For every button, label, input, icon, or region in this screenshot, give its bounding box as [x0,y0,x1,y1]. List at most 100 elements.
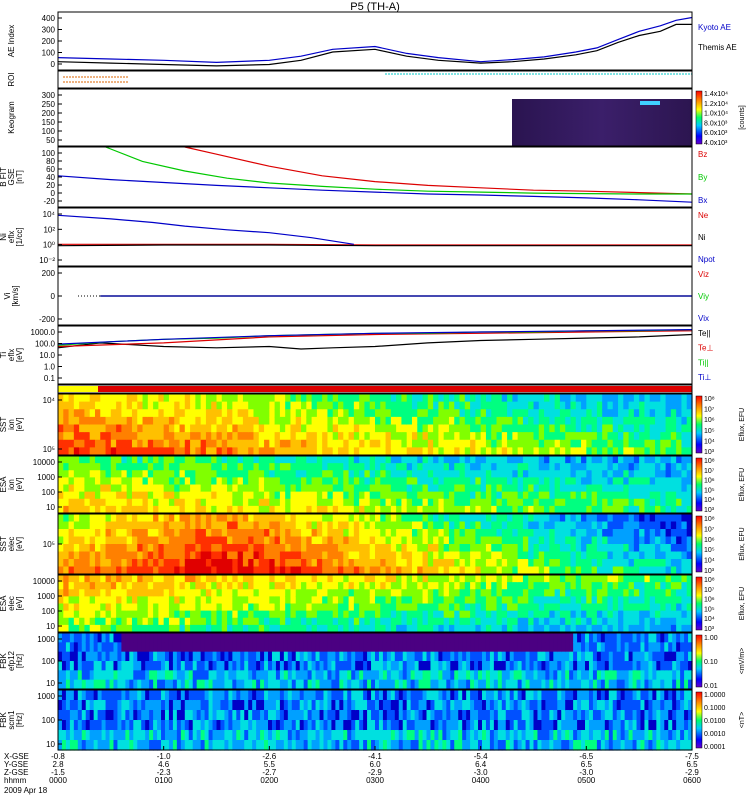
colorbar-tick-12-0: 0.01 [704,683,718,690]
ytick-3-3: 40 [46,173,55,182]
ytick-0-0: 0 [51,60,56,69]
x-row-label-y: Y-GSE [4,760,28,769]
series-line-6-3 [57,329,693,345]
ylabel-0-0: AE Index [7,25,16,57]
ylabel-9-0: ESA [0,476,8,493]
ytick-4-1: 10⁰ [43,241,55,250]
colorbar-tick-10-2: 10⁵ [704,547,715,554]
colorbar-13 [695,691,703,749]
ylabel-9-2: [eV] [15,477,24,491]
ytick-9-2: 1000 [37,473,55,482]
colorbar-tick-12-1: 0.10 [704,659,718,666]
ytick-0-3: 300 [42,26,56,35]
ylabel-13-1: scm1 [7,710,16,730]
xtick-y-2: 5.5 [264,760,276,769]
xtick-x-6: -7.5 [685,752,699,761]
ytick-11-1: 100 [42,607,56,616]
series-line-4-2 [57,214,354,245]
colorbar-11 [695,576,703,631]
colorbar-label-2: [counts] [739,105,746,130]
ylabel-12-0: FBK [0,653,8,669]
ylabel-11-2: [eV] [15,596,24,610]
colorbar-tick-9-1: 10⁴ [704,497,715,504]
x-row-label-x: X-GSE [4,752,29,761]
ytick-6-4: 1000.0 [31,328,56,337]
colorbar-9 [695,457,703,512]
series-line-0-0 [57,16,693,64]
panel-frame-1 [57,70,693,89]
colorbar-label-12: <mV/m> [739,648,746,674]
ylabel-4-1: eflx [7,231,16,243]
ytick-6-3: 100.0 [35,340,56,349]
chart-title: P5 (TH-A) [350,1,400,13]
panel-7 [57,384,693,394]
colorbar-2 [695,90,703,145]
xtick-x-1: -1.0 [157,752,171,761]
xtick-x-0: -0.8 [51,752,65,761]
panel-frame-2 [57,88,693,147]
colorbar-tick-11-5: 10⁸ [704,577,715,584]
xtick-x-4: -5.4 [474,752,488,761]
ylabel-12-2: [Hz] [15,654,24,668]
ylabel-6-2: [eV] [15,348,24,362]
ylabel-2-0: Keogram [7,101,16,134]
xtick-time-4: 0400 [472,776,490,785]
ylabel-8-2: [eV] [15,417,24,431]
colorbar-label-8: Eflux, EFU [739,408,746,441]
fbk-spectrum-13 [58,690,693,751]
ytick-9-1: 100 [42,488,56,497]
legend-4-1: Ni [698,233,706,242]
colorbar-tick-2-0: 4.0x10³ [704,140,728,147]
xtick-y-6: 6.5 [686,760,698,769]
ytick-2-4: 250 [42,100,56,109]
ytick-12-0: 10 [46,679,55,688]
ytick-0-4: 400 [42,14,56,23]
panel-0: Kyoto AE Themis AE AE Index 0 100 200 300 400 [7,11,737,71]
keogram-image [512,99,692,146]
colorbar-tick-2-2: 8.0x10³ [704,120,728,127]
legend-6-1: Te⊥ [698,344,713,353]
legend-3-2: Bx [698,196,707,205]
colorbar-tick-12-2: 1.00 [704,635,718,642]
series-line-6-0 [57,333,693,350]
xtick-z-4: -3.0 [474,768,488,777]
ytick-8-0: 10⁵ [43,445,55,454]
series-line-3-1 [105,146,692,195]
ytick-13-0: 10 [46,740,55,749]
panel-11: ESA elec [eV] 10 100 1000 10000 10³ 10⁴ 10⁵ 10⁶ 10⁷… [0,574,746,633]
legend-4-2: Npot [698,255,716,264]
spectrogram-11 [58,575,693,633]
ylabel-3-2: [nT] [15,170,24,184]
ylabel-3-1: GSE [7,169,16,186]
colorbar-tick-9-2: 10⁵ [704,487,715,494]
panel-12: FBK efp12 [Hz] 10 100 1000 0.01 0.10 1.00 <mV/m> [0,632,746,690]
xtick-time-5: 0500 [577,776,595,785]
ytick-5-1: 0 [51,292,56,301]
legend-6-0: Te|| [698,329,711,338]
series-line-6-1 [57,330,693,348]
ylabel-4-2: [1/cc] [15,227,24,246]
colorbar-tick-13-3: 0.1000 [704,705,726,712]
legend-5-0: Viz [698,270,709,279]
colorbar-tick-2-1: 6.0x10³ [704,130,728,137]
ytick-2-0: 50 [46,136,55,145]
ytick-5-0: -200 [39,315,56,324]
ylabel-1-0: ROI [7,72,16,86]
panel-frame-0 [57,11,693,71]
colorbar-tick-10-4: 10⁷ [704,526,715,533]
colorbar-tick-2-5: 1.4x10⁴ [704,91,728,98]
legend-5-1: Viy [698,292,709,301]
ytick-2-2: 150 [42,118,56,127]
xtick-time-3: 0300 [366,776,384,785]
ytick-4-2: 10² [43,225,55,234]
xtick-z-6: -2.9 [685,768,699,777]
colorbar-tick-10-1: 10⁴ [704,558,715,565]
colorbar-tick-11-0: 10³ [704,626,715,633]
colorbar-label-10: Eflux, EFU [739,527,746,560]
panel-frame-7 [57,384,693,394]
colorbar-tick-9-0: 10³ [704,507,715,514]
ylabel-6-1: eflx [7,349,16,361]
xtick-x-3: -4.1 [368,752,382,761]
colorbar-tick-2-3: 1.0x10⁴ [704,111,728,118]
ytick-2-5: 300 [42,91,56,100]
